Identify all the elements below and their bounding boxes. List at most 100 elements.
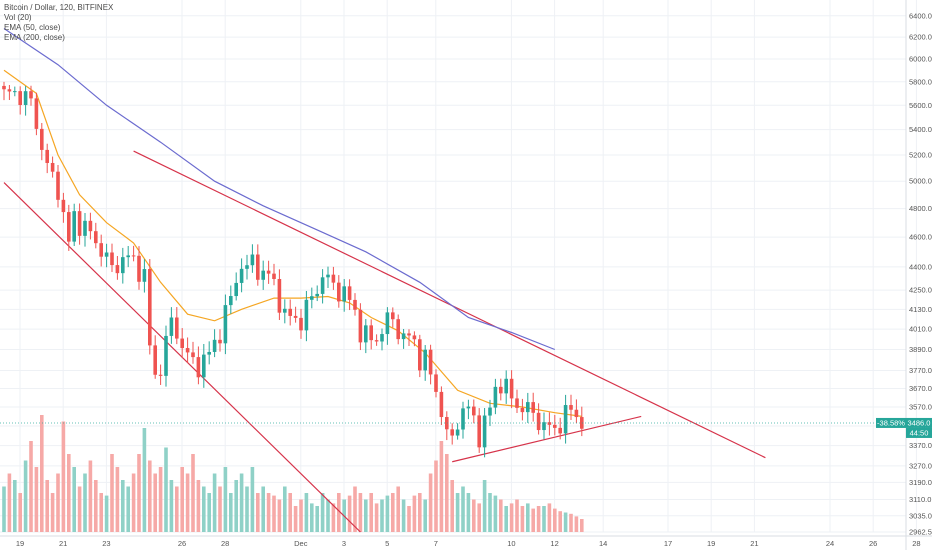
candle-body <box>315 293 319 297</box>
x-tick-label: 19 <box>16 539 24 548</box>
change-percent-tag <box>876 417 906 428</box>
x-tick-label: 21 <box>59 539 67 548</box>
volume-bar <box>299 499 303 532</box>
volume-bar <box>169 480 174 532</box>
volume-bar <box>364 499 368 532</box>
candle-body <box>288 308 292 316</box>
volume-bar <box>563 512 568 532</box>
candle-body <box>234 282 238 297</box>
candle-body <box>67 212 71 242</box>
ema-layer <box>3 28 582 417</box>
volume-bar <box>207 493 211 532</box>
candle-body <box>207 351 211 355</box>
y-tick-label: 3190.0 <box>909 478 932 487</box>
volume-bar <box>283 486 287 532</box>
candle-body <box>126 255 130 258</box>
ema-200-line <box>3 28 556 351</box>
volume-bar <box>499 499 503 532</box>
candle-body <box>261 270 265 280</box>
x-tick-label: 26 <box>178 539 186 548</box>
x-tick-label: 5 <box>385 539 389 548</box>
candle-body <box>353 299 357 310</box>
candle-body <box>29 91 33 99</box>
volume-bar <box>385 495 390 532</box>
volume-bar <box>245 486 249 532</box>
candle-body <box>7 89 12 92</box>
chart-legend: Bitcoin / Dollar, 120, BITFINEX Vol (20)… <box>4 3 113 43</box>
candle-body <box>320 277 325 294</box>
volume-bar <box>45 480 49 532</box>
volume-bar <box>369 493 373 532</box>
candle-body <box>56 171 60 200</box>
volume-bar <box>569 513 573 532</box>
x-tick-label: 24 <box>826 539 834 548</box>
x-tick-label: 26 <box>869 539 877 548</box>
candle-body <box>347 286 352 300</box>
volume-bar <box>320 493 325 532</box>
volume-bar <box>148 460 152 532</box>
volume-bar <box>142 428 147 532</box>
volume-bar <box>412 495 417 532</box>
volume-bar <box>515 499 519 532</box>
y-tick-label: 5400.0 <box>909 125 932 134</box>
volume-bar <box>202 486 206 532</box>
candle-body <box>482 415 487 448</box>
candle-body <box>418 339 422 371</box>
volume-bar <box>450 480 454 532</box>
candle-body <box>423 349 427 371</box>
candle-body <box>153 345 157 375</box>
candle-body <box>445 417 449 430</box>
candle-layer <box>2 81 584 458</box>
y-tick-label: 6000.0 <box>909 55 932 64</box>
candle-body <box>428 349 433 375</box>
y-tick-label: 4800.0 <box>909 204 932 213</box>
volume-bar <box>40 415 44 532</box>
y-tick-label: 6200.0 <box>909 33 932 42</box>
volume-bar <box>121 480 125 532</box>
y-tick-label: 4400.0 <box>909 262 932 271</box>
candle-body <box>72 211 76 242</box>
candle-body <box>175 317 179 339</box>
x-tick-label: 3 <box>342 539 346 548</box>
volume-bar <box>477 503 481 532</box>
candle-body <box>223 305 228 344</box>
volume-bar <box>310 503 314 532</box>
candle-body <box>304 299 309 331</box>
volume-bar <box>67 454 71 532</box>
candle-body <box>293 315 298 318</box>
x-tick-label: 10 <box>507 539 515 548</box>
volume-bar <box>423 499 427 532</box>
candle-body <box>358 309 363 343</box>
x-tick-label: 17 <box>664 539 672 548</box>
ema-50-line <box>3 69 582 417</box>
candle-body <box>229 296 233 306</box>
volume-bar <box>520 506 525 532</box>
volume-bar <box>229 493 233 532</box>
volume-bar <box>218 486 222 532</box>
candle-body <box>380 334 384 342</box>
volume-bar <box>504 506 508 532</box>
candle-body <box>185 348 190 353</box>
volume-bar <box>23 460 28 532</box>
candle-body <box>580 417 584 429</box>
candle-body <box>169 317 174 336</box>
volume-bar <box>547 503 552 532</box>
candle-body <box>45 149 49 163</box>
candle-body <box>148 269 152 346</box>
candle-body <box>509 378 514 399</box>
candle-body <box>266 270 271 274</box>
volume-bar <box>580 519 584 532</box>
candle-body <box>331 274 336 283</box>
x-tick-label: 19 <box>707 539 715 548</box>
candle-body <box>450 429 454 436</box>
last-price-label: 3486.0 <box>908 419 931 428</box>
volume-bar <box>13 480 17 532</box>
candle-body <box>461 408 465 430</box>
volume-bar <box>94 480 98 532</box>
volume-bar <box>126 486 130 532</box>
candle-body <box>250 254 255 266</box>
candle-body <box>547 422 552 425</box>
y-tick-label: 4130.0 <box>909 305 932 314</box>
candle-body <box>283 308 287 313</box>
